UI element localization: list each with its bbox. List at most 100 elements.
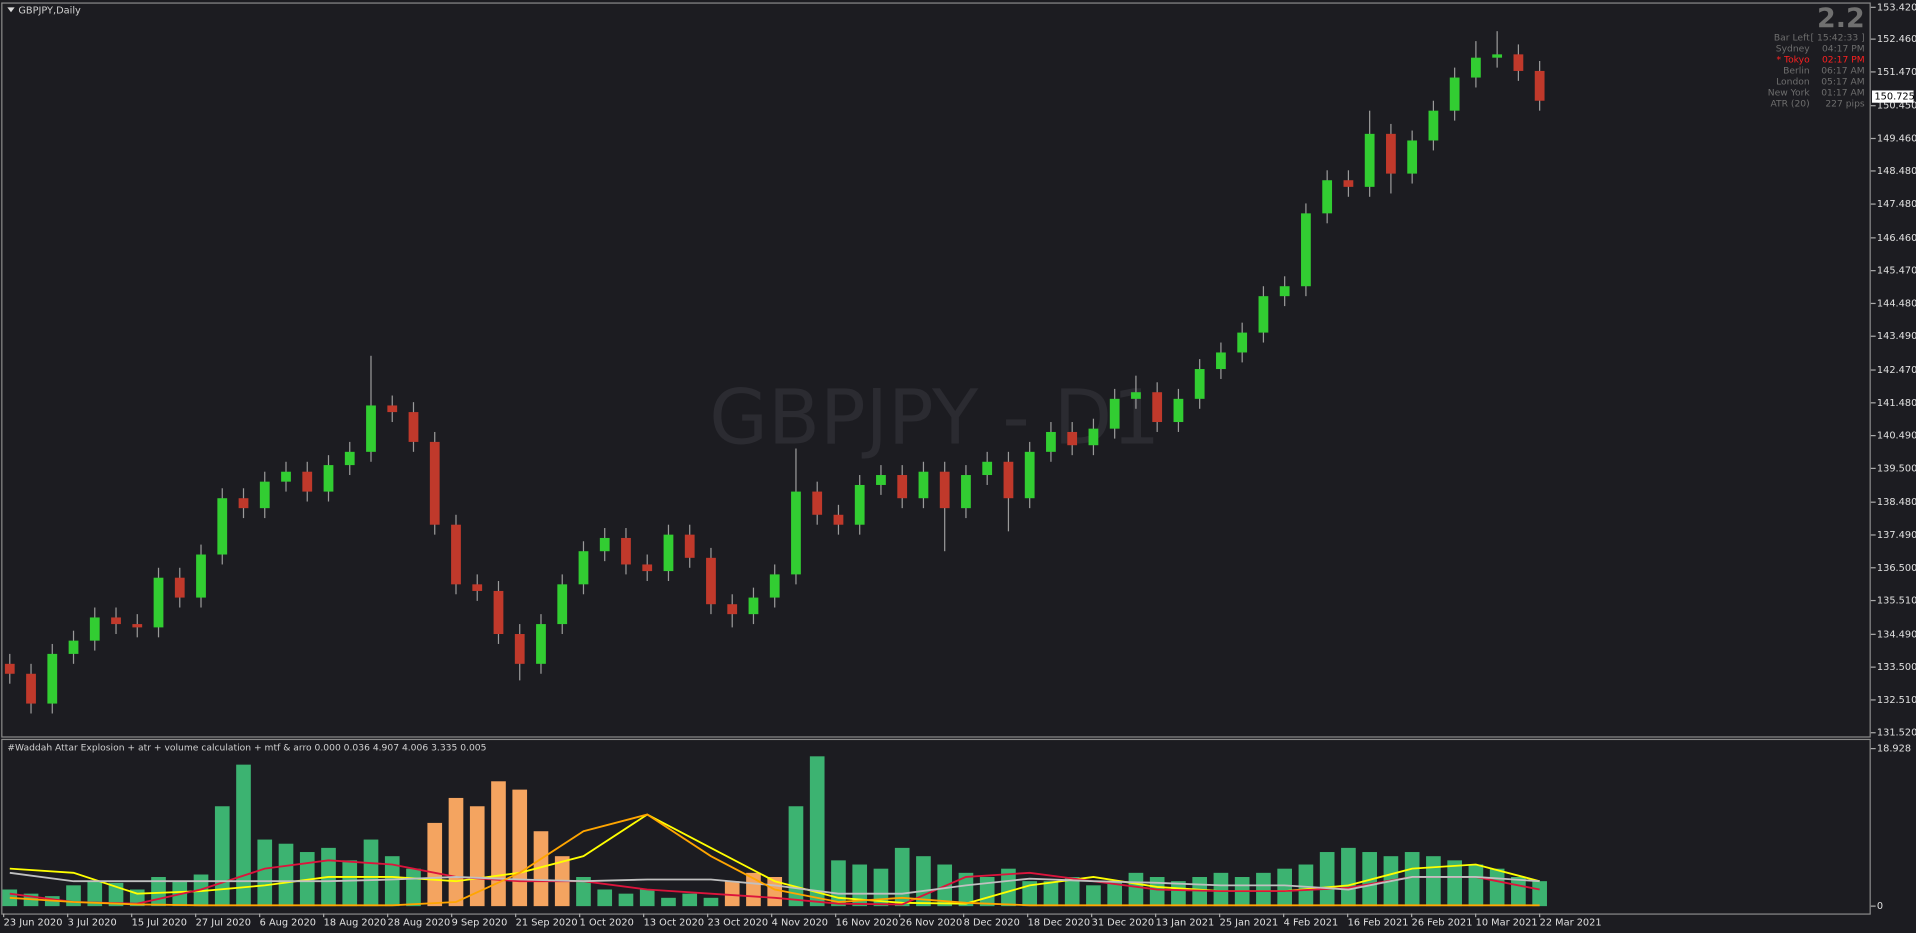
indicator-pane-border: [1, 738, 1871, 915]
histogram-bar: [342, 860, 358, 907]
y-tick-label: 136.500: [1877, 563, 1916, 574]
histogram-bar: [576, 877, 591, 907]
x-tick-label: 9 Sep 2020: [452, 918, 508, 929]
info-label: * Tokyo: [1777, 54, 1811, 65]
candle-body: [1216, 352, 1226, 370]
candle-body: [429, 441, 440, 525]
candle-body: [897, 475, 908, 499]
y-tick-label: 141.480: [1877, 398, 1916, 409]
candle-body: [323, 465, 334, 492]
symbol-label: GBPJPY,Daily: [18, 5, 81, 16]
candle-body: [1067, 431, 1078, 446]
candle-body: [1534, 70, 1545, 101]
x-tick-label: 1 Oct 2020: [580, 918, 634, 929]
candle-body: [557, 584, 568, 625]
histogram-bar: [661, 897, 676, 907]
candle-body: [1152, 392, 1163, 423]
x-tick-label: 31 Dec 2020: [1092, 918, 1154, 929]
x-tick-label: 18 Dec 2020: [1028, 918, 1090, 929]
candle-body: [1428, 110, 1439, 141]
indicator-title: #Waddah Attar Explosion + atr + volume c…: [7, 742, 486, 753]
candle-body: [366, 405, 376, 452]
candle-body: [1513, 54, 1524, 71]
candle-body: [451, 524, 461, 585]
candle-body: [663, 534, 674, 572]
candle-body: [1088, 428, 1099, 446]
candle-body: [1279, 286, 1290, 297]
x-tick-label: 27 Jul 2020: [196, 918, 251, 929]
candle-body: [111, 617, 121, 625]
histogram-bar: [1468, 864, 1484, 907]
candle-body: [684, 534, 695, 558]
histogram-bar: [1277, 868, 1292, 907]
info-label: Bar Left: [1774, 32, 1810, 43]
candle-body: [918, 471, 929, 499]
histogram-bar: [894, 847, 910, 907]
y-tick-label: 142.470: [1877, 365, 1916, 376]
x-tick-label: 21 Sep 2020: [516, 918, 578, 929]
candle-body: [1407, 140, 1418, 174]
candle-body: [281, 471, 291, 482]
candle-body: [1173, 398, 1184, 423]
histogram-bar: [831, 860, 846, 907]
x-tick-label: 23 Oct 2020: [708, 918, 768, 929]
histogram-bar: [87, 881, 103, 907]
candle-body: [706, 557, 716, 605]
candle-body: [174, 577, 185, 598]
histogram-bar: [427, 822, 443, 907]
candle-body: [387, 405, 398, 413]
candle-body: [1492, 54, 1503, 58]
histogram-bar: [873, 868, 889, 907]
histogram-bar: [1149, 877, 1165, 907]
histogram-bar: [809, 756, 825, 907]
x-tick-label: 8 Dec 2020: [964, 918, 1020, 929]
x-tick-label: 3 Jul 2020: [68, 918, 117, 929]
current-price-box: [1872, 90, 1914, 103]
histogram-bar: [1298, 864, 1314, 907]
histogram-bar: [958, 872, 974, 907]
candle-body: [1003, 461, 1014, 499]
histogram-bar: [214, 806, 230, 907]
candle-body: [472, 584, 483, 591]
x-tick-label: 13 Jan 2021: [1156, 918, 1215, 929]
y-tick-label: 143.490: [1877, 331, 1916, 342]
candle-body: [1237, 332, 1248, 353]
candle-body: [939, 471, 950, 509]
histogram-bar: [1001, 868, 1016, 907]
y-tick-label: 137.490: [1877, 530, 1916, 541]
candle-body: [854, 484, 865, 525]
histogram-bar: [1086, 885, 1101, 907]
histogram-bar: [618, 893, 634, 907]
x-tick-label: 6 Aug 2020: [260, 918, 316, 929]
info-value: [ 15:42:33 ]: [1811, 32, 1865, 43]
candle-body: [621, 537, 631, 565]
candle-body: [1301, 213, 1311, 287]
y-tick-label: 148.480: [1877, 166, 1916, 177]
candle-body: [132, 624, 143, 628]
candle-body: [1109, 398, 1120, 429]
candle-body: [536, 624, 546, 664]
y-tick-label: 134.490: [1877, 629, 1916, 640]
histogram-bar: [236, 764, 251, 907]
histogram-bar: [469, 806, 485, 907]
collapse-icon[interactable]: [7, 7, 15, 13]
candle-body: [1364, 133, 1375, 187]
y-tick-label: 152.460: [1877, 34, 1916, 45]
histogram-bar: [363, 839, 379, 907]
histogram-bar: [1064, 877, 1080, 907]
histogram-bar: [1213, 872, 1229, 907]
histogram-bar: [1171, 881, 1186, 907]
candle-body: [4, 663, 15, 674]
candle-body: [961, 475, 971, 509]
histogram-bar: [1319, 852, 1335, 907]
y-tick-label: 149.460: [1877, 133, 1916, 144]
info-label: Sydney: [1776, 43, 1810, 54]
histogram-bar: [512, 789, 528, 907]
y-tick-label: 147.480: [1877, 199, 1916, 210]
histogram-bar: [682, 893, 698, 907]
main-pane-border: [1, 2, 1871, 738]
histogram-bar: [1341, 847, 1356, 907]
candle-body: [876, 475, 886, 485]
x-tick-label: 16 Feb 2021: [1348, 918, 1409, 929]
histogram-bar: [1511, 877, 1526, 907]
